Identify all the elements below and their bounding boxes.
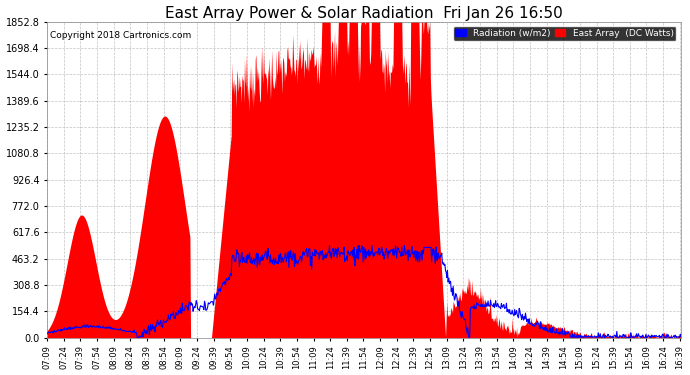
Legend: Radiation (w/m2), East Array  (DC Watts): Radiation (w/m2), East Array (DC Watts) xyxy=(453,26,676,40)
Title: East Array Power & Solar Radiation  Fri Jan 26 16:50: East Array Power & Solar Radiation Fri J… xyxy=(165,6,563,21)
Text: Copyright 2018 Cartronics.com: Copyright 2018 Cartronics.com xyxy=(50,31,192,40)
